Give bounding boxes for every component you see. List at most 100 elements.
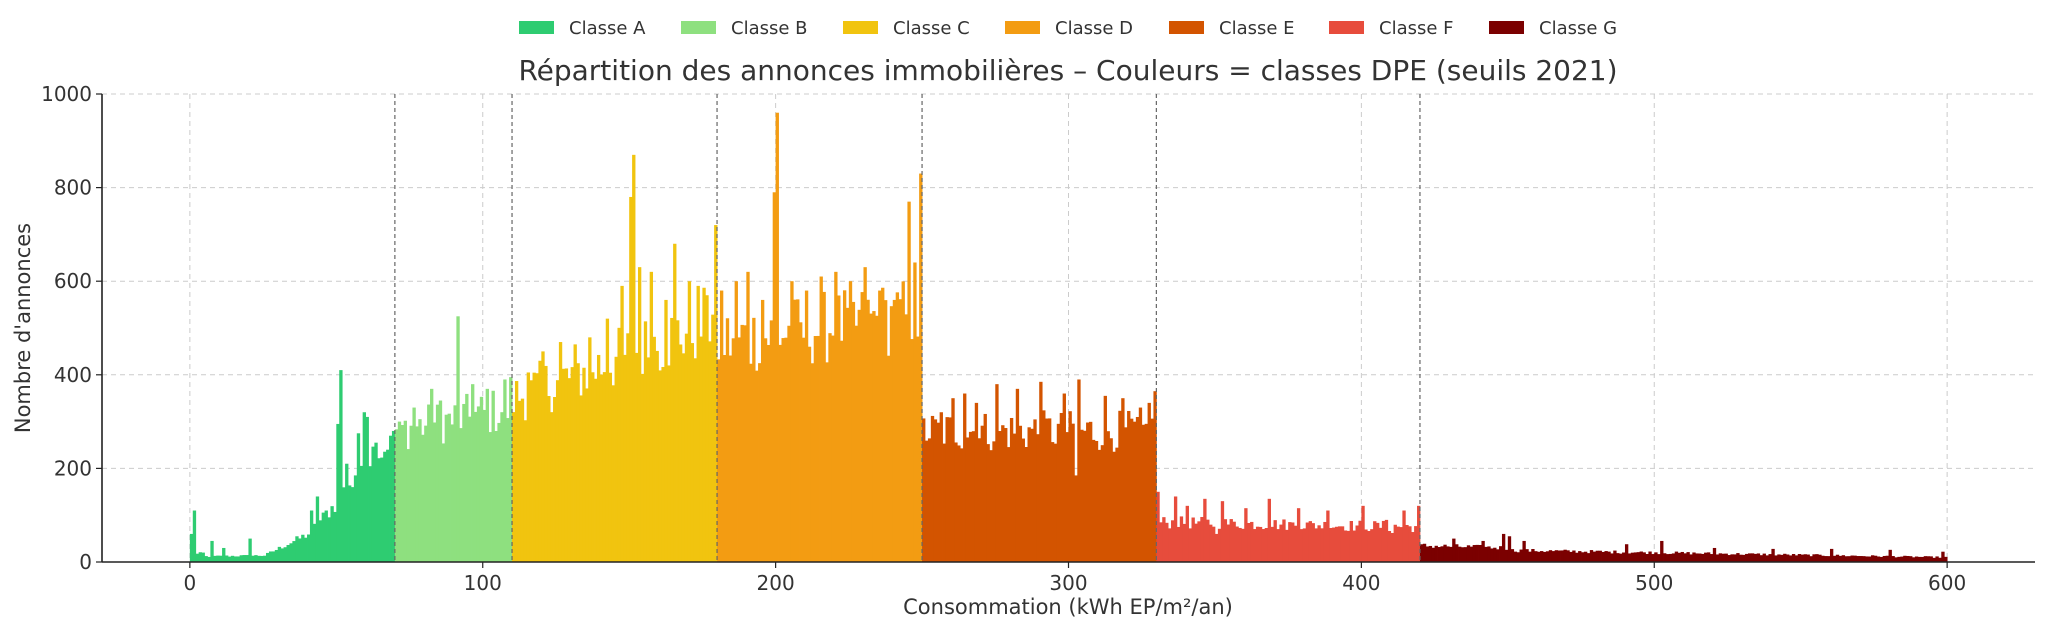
histogram-bar: [473, 411, 478, 562]
histogram-bar: [866, 299, 870, 562]
histogram-bar: [312, 523, 317, 562]
histogram-bar: [1258, 526, 1263, 562]
histogram-bar: [1168, 528, 1172, 562]
histogram-bar: [1911, 557, 1916, 562]
histogram-bar: [210, 540, 214, 562]
histogram-bar: [948, 417, 952, 562]
histogram-bar: [1045, 418, 1049, 562]
histogram-bar: [1575, 552, 1579, 562]
histogram-bar: [968, 431, 973, 562]
histogram-bar: [1475, 544, 1479, 562]
histogram-bar: [195, 553, 200, 562]
histogram-bar: [1411, 532, 1415, 562]
histogram-bar: [239, 555, 243, 562]
histogram-bar: [1012, 433, 1017, 562]
histogram-bar: [1540, 551, 1544, 562]
histogram-bar: [453, 405, 457, 562]
histogram-bar: [924, 440, 929, 562]
histogram-bar: [409, 425, 413, 562]
histogram-bar: [1607, 551, 1611, 562]
histogram-bar: [1419, 544, 1424, 562]
histogram-bar: [1888, 549, 1892, 562]
histogram-bar: [517, 400, 522, 562]
histogram-bar: [626, 333, 630, 562]
histogram-bar: [717, 359, 721, 562]
histogram-bar: [535, 373, 539, 562]
histogram-bar: [503, 379, 507, 562]
histogram-bar: [1683, 553, 1687, 562]
histogram-bar: [758, 363, 762, 562]
histogram-bar: [1847, 556, 1851, 562]
histogram-bar: [1402, 510, 1406, 562]
histogram-bar: [1329, 527, 1333, 562]
histogram-bar: [1686, 552, 1690, 562]
histogram-bar: [555, 380, 560, 562]
histogram-bar: [222, 547, 226, 562]
histogram-bar: [1745, 553, 1749, 562]
histogram-bar: [1569, 551, 1573, 562]
legend-label: Classe F: [1379, 18, 1454, 39]
histogram-bar: [292, 541, 296, 562]
histogram-bar: [1463, 547, 1468, 562]
histogram-bar: [781, 338, 785, 562]
histogram-bar: [608, 372, 613, 562]
histogram-bar: [1484, 546, 1488, 562]
histogram-bar: [462, 403, 466, 562]
histogram-bar: [705, 295, 709, 562]
histogram-bar: [1376, 522, 1380, 562]
histogram-bar: [635, 352, 639, 562]
histogram-bar: [772, 192, 777, 562]
histogram-bar: [1355, 525, 1359, 562]
histogram-bar: [825, 362, 829, 562]
histogram-bar: [1171, 520, 1175, 562]
histogram-bar: [327, 517, 331, 562]
histogram-bar: [380, 457, 384, 562]
histogram-bar: [400, 425, 405, 562]
histogram-bar: [1771, 548, 1775, 562]
histogram-bar: [1920, 556, 1925, 562]
histogram-bar: [230, 555, 235, 562]
histogram-bar: [1217, 528, 1222, 562]
histogram-bar: [646, 357, 651, 562]
histogram-bar: [573, 344, 577, 562]
histogram-bar: [576, 363, 580, 562]
histogram-bar: [965, 437, 970, 562]
histogram-bar: [889, 306, 894, 562]
histogram-bar: [760, 299, 765, 562]
histogram-bar: [1367, 531, 1371, 562]
histogram-bar: [1774, 555, 1778, 562]
histogram-bar: [1056, 423, 1061, 562]
histogram-bar: [728, 355, 733, 562]
histogram-bar: [514, 381, 519, 562]
histogram-bar: [1815, 554, 1819, 562]
histogram-bar: [945, 417, 949, 562]
histogram-bar: [1314, 528, 1318, 562]
histogram-bar: [1791, 554, 1796, 562]
histogram-bar: [1668, 553, 1673, 562]
histogram-bar: [664, 299, 668, 562]
histogram-bar: [541, 351, 545, 562]
histogram-bar: [1701, 553, 1705, 562]
histogram-bar: [790, 281, 794, 562]
histogram-bar: [353, 475, 358, 562]
histogram-bar: [345, 463, 349, 562]
histogram-bar: [1619, 553, 1623, 562]
histogram-bar: [558, 342, 563, 562]
histogram-bar: [368, 466, 372, 562]
histogram-bar: [1674, 551, 1679, 562]
histogram-bar: [1917, 556, 1922, 562]
histogram-bar: [1663, 553, 1667, 562]
histogram-bar: [1868, 556, 1872, 562]
histogram-bar: [842, 290, 847, 562]
histogram-bar: [383, 451, 387, 562]
histogram-bar: [681, 353, 686, 562]
histogram-bar: [1053, 443, 1058, 562]
histogram-bar: [397, 421, 402, 562]
histogram-bar: [1247, 523, 1251, 562]
histogram-bar: [670, 317, 674, 562]
histogram-bar: [1859, 556, 1863, 562]
histogram-bar: [687, 281, 692, 562]
histogram-bar: [1091, 439, 1096, 562]
histogram-bar: [784, 337, 788, 562]
histogram-bar: [459, 428, 463, 562]
